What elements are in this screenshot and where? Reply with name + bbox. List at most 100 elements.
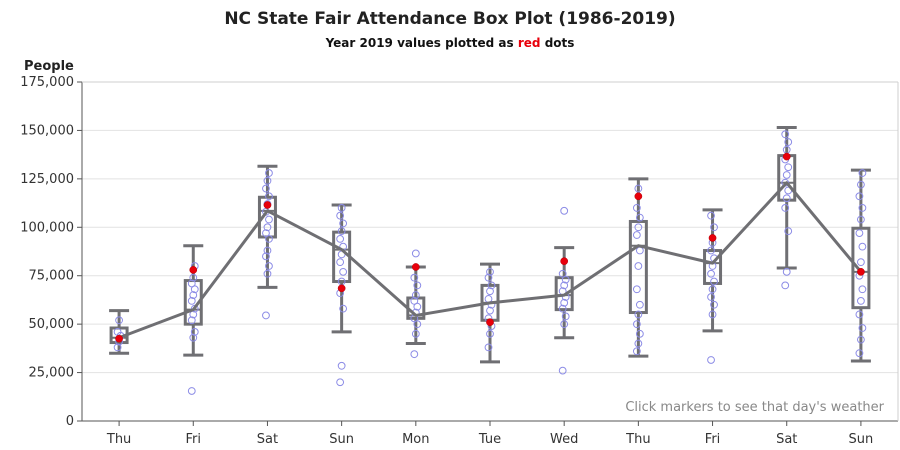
data-point[interactable] <box>265 169 273 177</box>
data-point[interactable] <box>635 213 644 222</box>
data-point[interactable] <box>784 138 793 146</box>
data-point[interactable] <box>707 211 715 220</box>
data-point[interactable] <box>339 219 348 228</box>
data-point[interactable] <box>558 366 567 375</box>
box-iqr[interactable] <box>257 195 277 239</box>
data-point[interactable] <box>781 130 790 139</box>
data-point[interactable] <box>410 350 419 359</box>
data-point[interactable] <box>411 329 420 338</box>
data-point[interactable] <box>187 279 196 288</box>
data-point[interactable] <box>784 227 793 236</box>
data-point[interactable] <box>484 343 493 352</box>
data-point[interactable] <box>858 169 867 177</box>
data-point[interactable] <box>262 252 270 261</box>
box-iqr[interactable] <box>703 249 723 285</box>
box-iqr[interactable] <box>628 219 648 315</box>
data-point[interactable] <box>858 242 867 251</box>
data-point[interactable] <box>635 246 644 255</box>
data-point[interactable] <box>782 171 791 179</box>
box-iqr[interactable] <box>332 230 352 284</box>
data-point[interactable] <box>707 293 715 301</box>
data-point[interactable] <box>710 300 718 309</box>
data-point[interactable] <box>263 269 272 278</box>
data-point[interactable] <box>855 229 864 237</box>
box-thu-8[interactable] <box>628 177 649 358</box>
data-point[interactable] <box>710 277 718 286</box>
box-mon-5[interactable] <box>405 265 426 346</box>
data-point[interactable] <box>115 316 123 325</box>
data-point[interactable] <box>857 258 865 267</box>
year-2019-layer[interactable] <box>115 152 865 343</box>
data-point[interactable] <box>487 281 496 290</box>
year-2019-point[interactable] <box>782 152 791 161</box>
data-point[interactable] <box>411 249 420 258</box>
data-point[interactable] <box>635 300 644 309</box>
data-point[interactable] <box>336 378 345 387</box>
data-point[interactable] <box>857 335 865 344</box>
data-point[interactable] <box>708 285 717 294</box>
data-point[interactable] <box>263 223 272 232</box>
data-point[interactable] <box>857 296 865 305</box>
data-point[interactable] <box>337 227 346 236</box>
data-point[interactable] <box>632 204 641 212</box>
data-point[interactable] <box>486 267 494 276</box>
data-point[interactable] <box>263 246 272 255</box>
box-sun-11[interactable] <box>850 168 871 363</box>
data-point[interactable] <box>189 273 198 282</box>
box-iqr[interactable] <box>851 226 871 310</box>
data-point[interactable] <box>707 269 715 278</box>
data-point[interactable] <box>339 304 348 313</box>
year-2019-point[interactable] <box>411 263 420 271</box>
data-point[interactable] <box>486 287 494 296</box>
data-point[interactable] <box>336 235 345 243</box>
data-point[interactable] <box>634 223 643 232</box>
data-point[interactable] <box>339 267 348 276</box>
data-point[interactable] <box>632 285 641 294</box>
data-point[interactable] <box>265 262 273 270</box>
data-point[interactable] <box>707 356 715 364</box>
data-point[interactable] <box>411 291 420 299</box>
data-point[interactable] <box>707 246 715 255</box>
data-point[interactable] <box>635 329 644 338</box>
data-point[interactable] <box>410 296 419 305</box>
year-2019-point[interactable] <box>337 284 346 293</box>
data-point[interactable] <box>781 204 790 212</box>
data-point[interactable] <box>187 296 196 305</box>
data-point[interactable] <box>560 298 569 307</box>
data-point[interactable] <box>484 273 493 282</box>
box-tue-6[interactable] <box>480 262 500 364</box>
data-point[interactable] <box>189 333 198 342</box>
data-point[interactable] <box>561 312 570 321</box>
data-point[interactable] <box>265 192 273 201</box>
data-point[interactable] <box>858 324 867 332</box>
data-point[interactable] <box>632 320 641 329</box>
data-point[interactable] <box>336 258 345 267</box>
year-2019-point[interactable] <box>634 192 643 201</box>
year-2019-point[interactable] <box>486 318 494 327</box>
data-point[interactable] <box>634 262 643 270</box>
data-point[interactable] <box>634 310 643 319</box>
data-point[interactable] <box>632 231 641 239</box>
data-point[interactable] <box>855 310 864 319</box>
box-layer[interactable] <box>109 126 871 364</box>
data-point[interactable] <box>486 329 494 338</box>
data-point[interactable] <box>337 361 346 370</box>
data-point[interactable] <box>560 206 569 215</box>
data-point[interactable] <box>782 267 791 276</box>
data-point[interactable] <box>410 273 419 282</box>
data-point[interactable] <box>262 184 270 193</box>
data-point[interactable] <box>190 327 199 336</box>
data-point[interactable] <box>189 291 198 299</box>
data-point[interactable] <box>857 180 865 189</box>
data-point[interactable] <box>187 387 196 395</box>
data-point[interactable] <box>486 306 494 315</box>
data-point[interactable] <box>782 194 791 203</box>
data-point[interactable] <box>710 223 718 232</box>
data-point[interactable] <box>336 211 345 220</box>
box-sat-3[interactable] <box>257 164 278 289</box>
data-point[interactable] <box>337 204 346 212</box>
data-point[interactable] <box>857 215 865 224</box>
data-point[interactable] <box>855 349 864 358</box>
year-2019-point[interactable] <box>115 334 123 343</box>
data-point[interactable] <box>560 281 569 290</box>
